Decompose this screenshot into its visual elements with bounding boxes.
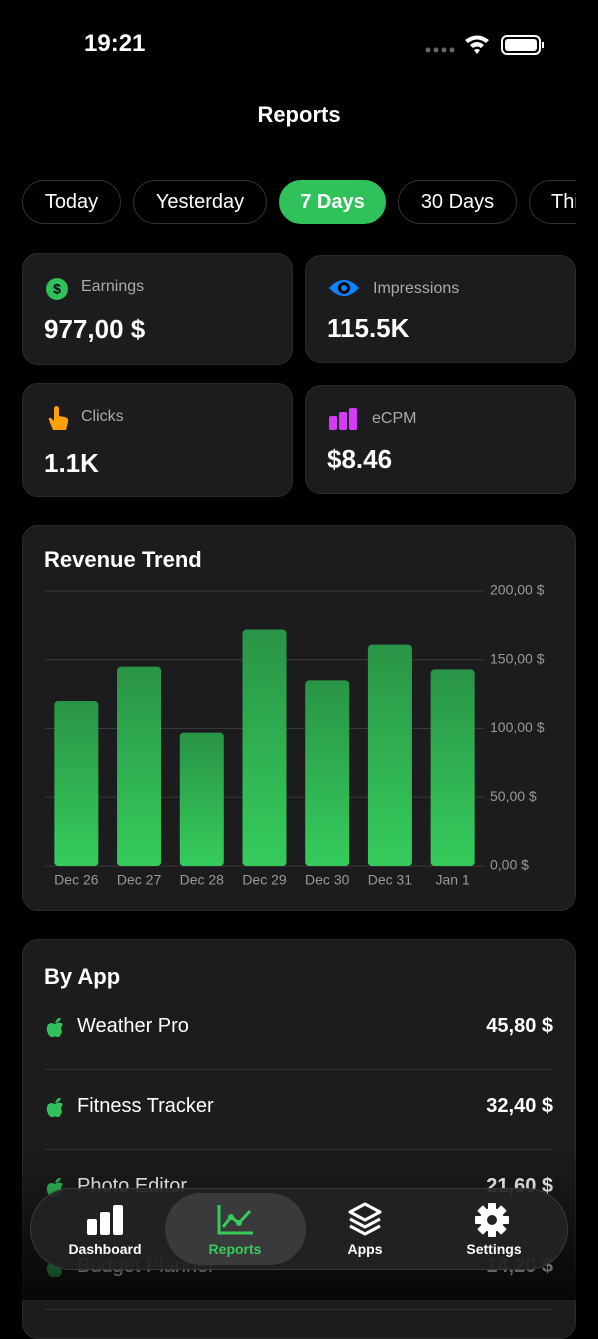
tab-bar: Dashboard Reports Apps Settings (30, 1188, 568, 1270)
icon (48, 406, 69, 430)
icon (46, 1097, 63, 1118)
bar (430, 669, 475, 866)
tab[interactable]: 30 Days (398, 180, 517, 224)
icon (217, 1205, 253, 1235)
section-title: By App (44, 964, 121, 989)
icon: $ (46, 278, 68, 300)
icon (475, 1203, 509, 1237)
status-time: 19:21 (84, 30, 146, 57)
x-tick-label: Dec 30 (305, 872, 350, 888)
bar (367, 644, 412, 866)
tab[interactable]: Yesterday (133, 180, 267, 224)
tab-active-bg (165, 1193, 306, 1265)
x-tick-label: Dec 26 (54, 872, 99, 888)
stat-card: Impressions 115.5K (305, 255, 576, 363)
x-tick-label: Dec 28 (180, 872, 225, 888)
y-tick-label: 0,00 $ (490, 857, 529, 873)
bar (305, 680, 350, 866)
chart-card: Revenue Trend 0,00 $ 50,00 $ 100,00 $ 150,0… (22, 525, 576, 911)
x-tick-label: Dec 29 (242, 872, 287, 888)
stat-label: eCPM (372, 410, 417, 427)
stat-value: 1.1K (44, 448, 99, 478)
tab-strip: Today Yesterday 7 Days 30 Days This Mont… (22, 0, 576, 240)
svg-text:$: $ (53, 281, 61, 297)
y-tick-label: 100,00 $ (490, 719, 545, 735)
stat-value: $8.46 (327, 444, 393, 474)
status-icons (425, 35, 544, 55)
icon (87, 1205, 123, 1235)
y-tick-label: 150,00 $ (490, 650, 545, 666)
stat-value: 977,00 $ (44, 314, 146, 344)
tab-bar-item[interactable]: Dashboard (68, 1241, 142, 1257)
app-row[interactable]: Fitness Tracker 32,40 $ (45, 1069, 553, 1150)
y-tick-label: 200,00 $ (490, 582, 545, 598)
stat-card: eCPM $8.46 (305, 385, 576, 494)
icon (329, 408, 357, 430)
page-title: Reports (257, 102, 341, 127)
icon (46, 1017, 63, 1038)
tab-active[interactable]: 7 Days (279, 180, 386, 224)
tab[interactable]: Today (22, 180, 121, 224)
app-earnings: 45,80 $ (486, 1015, 553, 1037)
app-name: Weather Pro (77, 1015, 189, 1037)
tab[interactable]: This Month (529, 180, 576, 224)
bar (54, 701, 99, 866)
bar (117, 666, 162, 866)
x-tick-label: Dec 31 (368, 872, 413, 888)
tab-bar-item[interactable]: Reports (208, 1241, 262, 1257)
y-tick-label: 50,00 $ (490, 788, 537, 804)
stat-value: 115.5K (327, 313, 410, 343)
bar (242, 629, 287, 866)
tab-bar-item[interactable]: Settings (466, 1241, 522, 1257)
app-earnings: 32,40 $ (486, 1095, 553, 1117)
tab-bar-item[interactable]: Apps (347, 1241, 383, 1257)
stat-card: $ Earnings 977,00 $ (22, 253, 293, 365)
stat-label: Clicks (81, 408, 124, 425)
chart: Revenue Trend 0,00 $ 50,00 $ 100,00 $ 150,0… (44, 547, 545, 888)
x-tick-label: Jan 1 (436, 872, 470, 888)
bar (179, 732, 224, 866)
chart-title: Revenue Trend (44, 547, 202, 572)
stat-label: Earnings (81, 278, 145, 295)
app-row[interactable]: Weather Pro 45,80 $ (45, 989, 553, 1070)
stat-label: Impressions (373, 280, 460, 297)
app-name: Fitness Tracker (77, 1095, 214, 1117)
x-tick-label: Dec 27 (117, 872, 162, 888)
icon (348, 1202, 382, 1236)
stat-card: Clicks 1.1K (22, 383, 293, 497)
icon (329, 280, 359, 296)
